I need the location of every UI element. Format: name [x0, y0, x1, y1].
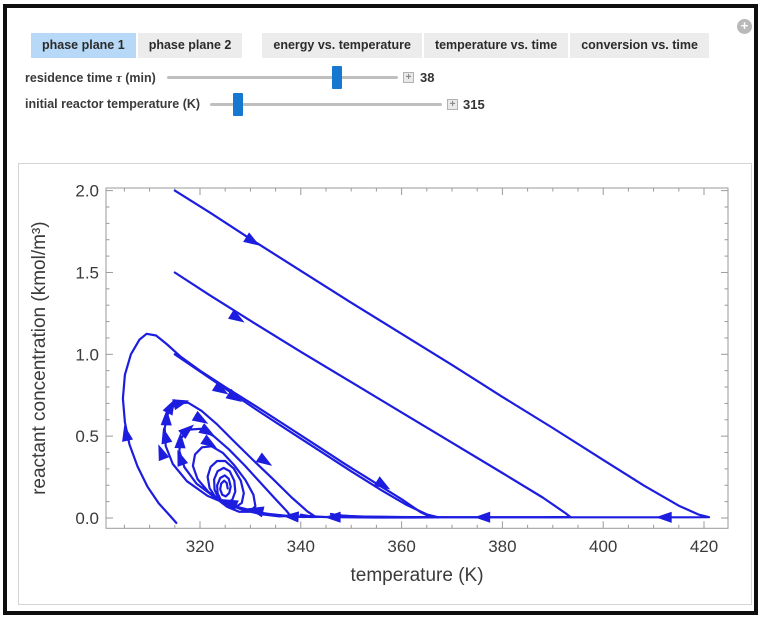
arrowhead-icon	[324, 511, 341, 523]
tab-temperature-vs-time[interactable]: temperature vs. time	[423, 33, 569, 58]
trajectories	[121, 189, 711, 524]
arrowhead-icon	[174, 432, 186, 449]
initial-temperature-label: initial reactor temperature (K)	[25, 97, 201, 111]
svg-text:1.5: 1.5	[75, 263, 99, 282]
initial-temperature-expand-icon[interactable]: +	[447, 99, 458, 110]
arrowhead-icon	[243, 232, 260, 246]
arrowhead-icon	[158, 444, 170, 462]
initial-temperature-slider-thumb[interactable]	[233, 93, 244, 116]
svg-text:0.0: 0.0	[75, 509, 99, 528]
residence-time-expand-icon[interactable]: +	[403, 72, 414, 83]
svg-text:400: 400	[589, 537, 617, 556]
arrowhead-icon	[198, 423, 215, 437]
plot-panel	[18, 163, 752, 605]
svg-text:1.0: 1.0	[75, 345, 99, 364]
x-axis-title: temperature (K)	[350, 565, 483, 586]
svg-text:0.5: 0.5	[75, 427, 99, 446]
svg-text:420: 420	[690, 537, 718, 556]
arrowhead-icon	[191, 410, 209, 424]
tick-labels: 320 340 360 380 400 420 0.0 0.5 1.0 1.5 2.0	[75, 182, 718, 556]
arrowhead-icon	[655, 511, 672, 523]
arrowhead-icon	[122, 425, 134, 442]
svg-text:380: 380	[488, 537, 516, 556]
tab-conversion-vs-time[interactable]: conversion vs. time	[570, 33, 709, 58]
tau-symbol: τ	[116, 70, 122, 85]
tab-phase-plane-1[interactable]: phase plane 1	[31, 33, 136, 58]
flow-direction-arrows	[122, 232, 672, 523]
arrowhead-icon	[225, 388, 243, 402]
residence-time-slider-track[interactable]	[167, 76, 398, 79]
residence-time-slider-thumb[interactable]	[331, 66, 342, 89]
svg-text:320: 320	[186, 537, 214, 556]
trajectory-start-315K-2.0	[173, 189, 711, 519]
arrowhead-icon	[211, 381, 229, 395]
arrowhead-icon	[474, 511, 491, 523]
tab-phase-plane-2[interactable]: phase plane 2	[137, 33, 243, 58]
svg-text:340: 340	[287, 537, 315, 556]
arrowhead-icon	[247, 506, 265, 518]
trajectory-spiral-start-315K-0.0	[121, 332, 432, 524]
svg-text:360: 360	[387, 537, 415, 556]
residence-time-label: residence time τ (min)	[25, 70, 156, 85]
arrowhead-icon	[228, 309, 245, 323]
tab-energy-vs-temperature[interactable]: energy vs. temperature	[262, 33, 422, 58]
arrowhead-icon	[282, 511, 300, 523]
arrowhead-icon	[177, 449, 189, 467]
arrowhead-icon	[221, 499, 239, 511]
svg-text:2.0: 2.0	[75, 182, 99, 201]
initial-temperature-value: 315	[463, 97, 485, 112]
residence-time-value: 38	[420, 70, 435, 85]
axis-titles: temperature (K) reactant concentration (k…	[29, 221, 484, 586]
view-tab-bar: phase plane 1 phase plane 2 energy vs. t…	[31, 33, 711, 58]
initial-temperature-slider-track[interactable]	[210, 103, 442, 106]
arrowhead-icon	[373, 476, 391, 490]
arrowhead-icon	[162, 398, 176, 416]
arrowhead-icon	[172, 399, 190, 411]
manipulate-options-icon[interactable]: +	[737, 19, 752, 34]
arrowhead-icon	[161, 427, 173, 445]
arrowhead-icon	[200, 434, 217, 448]
arrowhead-icon	[160, 409, 172, 426]
arrowhead-icon	[255, 452, 273, 466]
arrowhead-icon	[178, 424, 195, 440]
plot-frame	[105, 187, 729, 529]
y-axis-title: reactant concentration (kmol/m³)	[29, 221, 50, 495]
